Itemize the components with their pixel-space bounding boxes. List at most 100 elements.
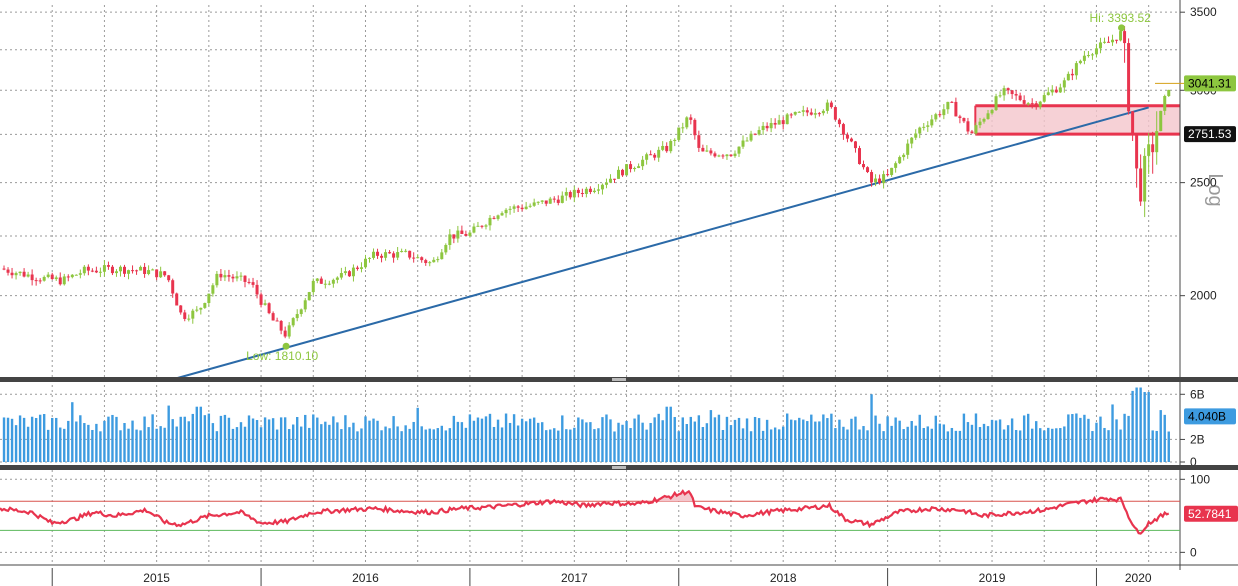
candle-body — [223, 275, 227, 278]
volume-bar — [388, 428, 391, 462]
volume-bar — [930, 428, 933, 462]
candle-body — [713, 153, 717, 157]
candle-body — [62, 276, 66, 285]
volume-bar — [99, 431, 102, 462]
candle-body — [801, 110, 805, 112]
volume-bar — [348, 427, 351, 462]
candle-body — [384, 252, 388, 258]
volume-bar — [440, 425, 443, 462]
volume-bar — [159, 426, 162, 462]
volume-bar — [854, 416, 857, 462]
volume-bar — [790, 419, 793, 462]
candle-body — [552, 198, 556, 200]
volume-bar — [1147, 392, 1150, 462]
volume-bar — [30, 416, 34, 462]
candle-body — [556, 199, 560, 203]
volume-bar — [2, 417, 6, 462]
volume-bar — [95, 423, 98, 462]
volume-tick-label: 0 — [1190, 455, 1197, 469]
volume-bar — [1051, 428, 1054, 462]
level-label: 2751.53 — [1188, 127, 1232, 141]
volume-bar — [119, 430, 122, 462]
volume-bar — [681, 417, 684, 462]
volume-bar — [561, 415, 564, 462]
volume-bar — [745, 418, 749, 462]
volume-bar — [657, 413, 660, 462]
volume-bar — [320, 424, 323, 462]
candle-body — [351, 267, 355, 277]
candle-body — [271, 313, 275, 321]
candle-body — [544, 200, 548, 204]
candle-body — [637, 166, 641, 168]
candle-body — [275, 320, 279, 322]
candle-body — [307, 292, 311, 301]
volume-tick-label: 6B — [1190, 387, 1205, 401]
volume-bar — [63, 428, 66, 462]
volume-bar — [966, 422, 970, 462]
candle-body — [235, 276, 239, 279]
volume-bar — [472, 420, 476, 462]
volume-bar — [798, 417, 801, 462]
candle-body — [572, 189, 576, 198]
volume-bar — [1071, 414, 1074, 462]
volume-bar — [721, 429, 725, 462]
volume-bar — [786, 413, 789, 462]
separator-grip — [612, 466, 626, 469]
candle-body — [1159, 110, 1163, 132]
candle-body — [66, 276, 70, 278]
candle-body — [665, 145, 669, 152]
volume-bar — [1139, 387, 1142, 462]
oscillator-last-label: 52.7841 — [1188, 507, 1232, 521]
candle-body — [500, 213, 504, 216]
candle-body — [1002, 88, 1006, 96]
candle-body — [211, 285, 215, 294]
volume-bar — [308, 427, 311, 462]
volume-bar — [982, 423, 986, 462]
candle-body — [512, 206, 516, 209]
volume-bar — [577, 417, 580, 462]
candle-body — [303, 300, 307, 310]
volume-bar — [705, 423, 709, 462]
volume-bar — [464, 427, 468, 462]
candle-body — [488, 217, 492, 226]
volume-bar — [360, 428, 363, 462]
volume-bar — [1063, 426, 1066, 462]
candle-body — [1046, 92, 1050, 96]
candle-body — [452, 234, 456, 239]
volume-bar — [488, 413, 492, 462]
candle-body — [420, 257, 424, 261]
candle-body — [94, 270, 98, 273]
volume-bar — [1107, 430, 1110, 462]
volume-bar — [412, 421, 415, 462]
volume-bar — [1059, 428, 1062, 462]
volume-bar — [300, 426, 303, 462]
candle-body — [737, 146, 741, 154]
scale-label: Log — [1204, 173, 1226, 206]
volume-bar — [480, 418, 484, 462]
candle-body — [472, 226, 476, 233]
volume-bar — [312, 414, 315, 462]
volume-bar — [408, 428, 411, 462]
volume-bar — [697, 415, 701, 462]
candle-body — [396, 252, 400, 258]
volume-bar — [729, 425, 733, 462]
candle-body — [343, 271, 347, 274]
separator-grip — [612, 378, 626, 381]
candle-body — [833, 107, 837, 120]
volume-bar — [396, 426, 399, 462]
volume-bar — [701, 427, 705, 462]
candle-body — [588, 188, 592, 193]
candle-body — [1098, 42, 1102, 49]
candle-body — [98, 271, 102, 273]
volume-bar — [340, 429, 343, 462]
volume-bar — [1095, 422, 1098, 462]
candle-body — [131, 270, 135, 272]
volume-bar — [605, 414, 608, 462]
volume-bar — [291, 424, 295, 462]
candle-body — [143, 266, 147, 274]
volume-bar — [163, 427, 166, 462]
candle-body — [368, 257, 372, 259]
candle-body — [1094, 48, 1098, 55]
candle-body — [315, 278, 319, 281]
volume-bar — [846, 429, 849, 462]
